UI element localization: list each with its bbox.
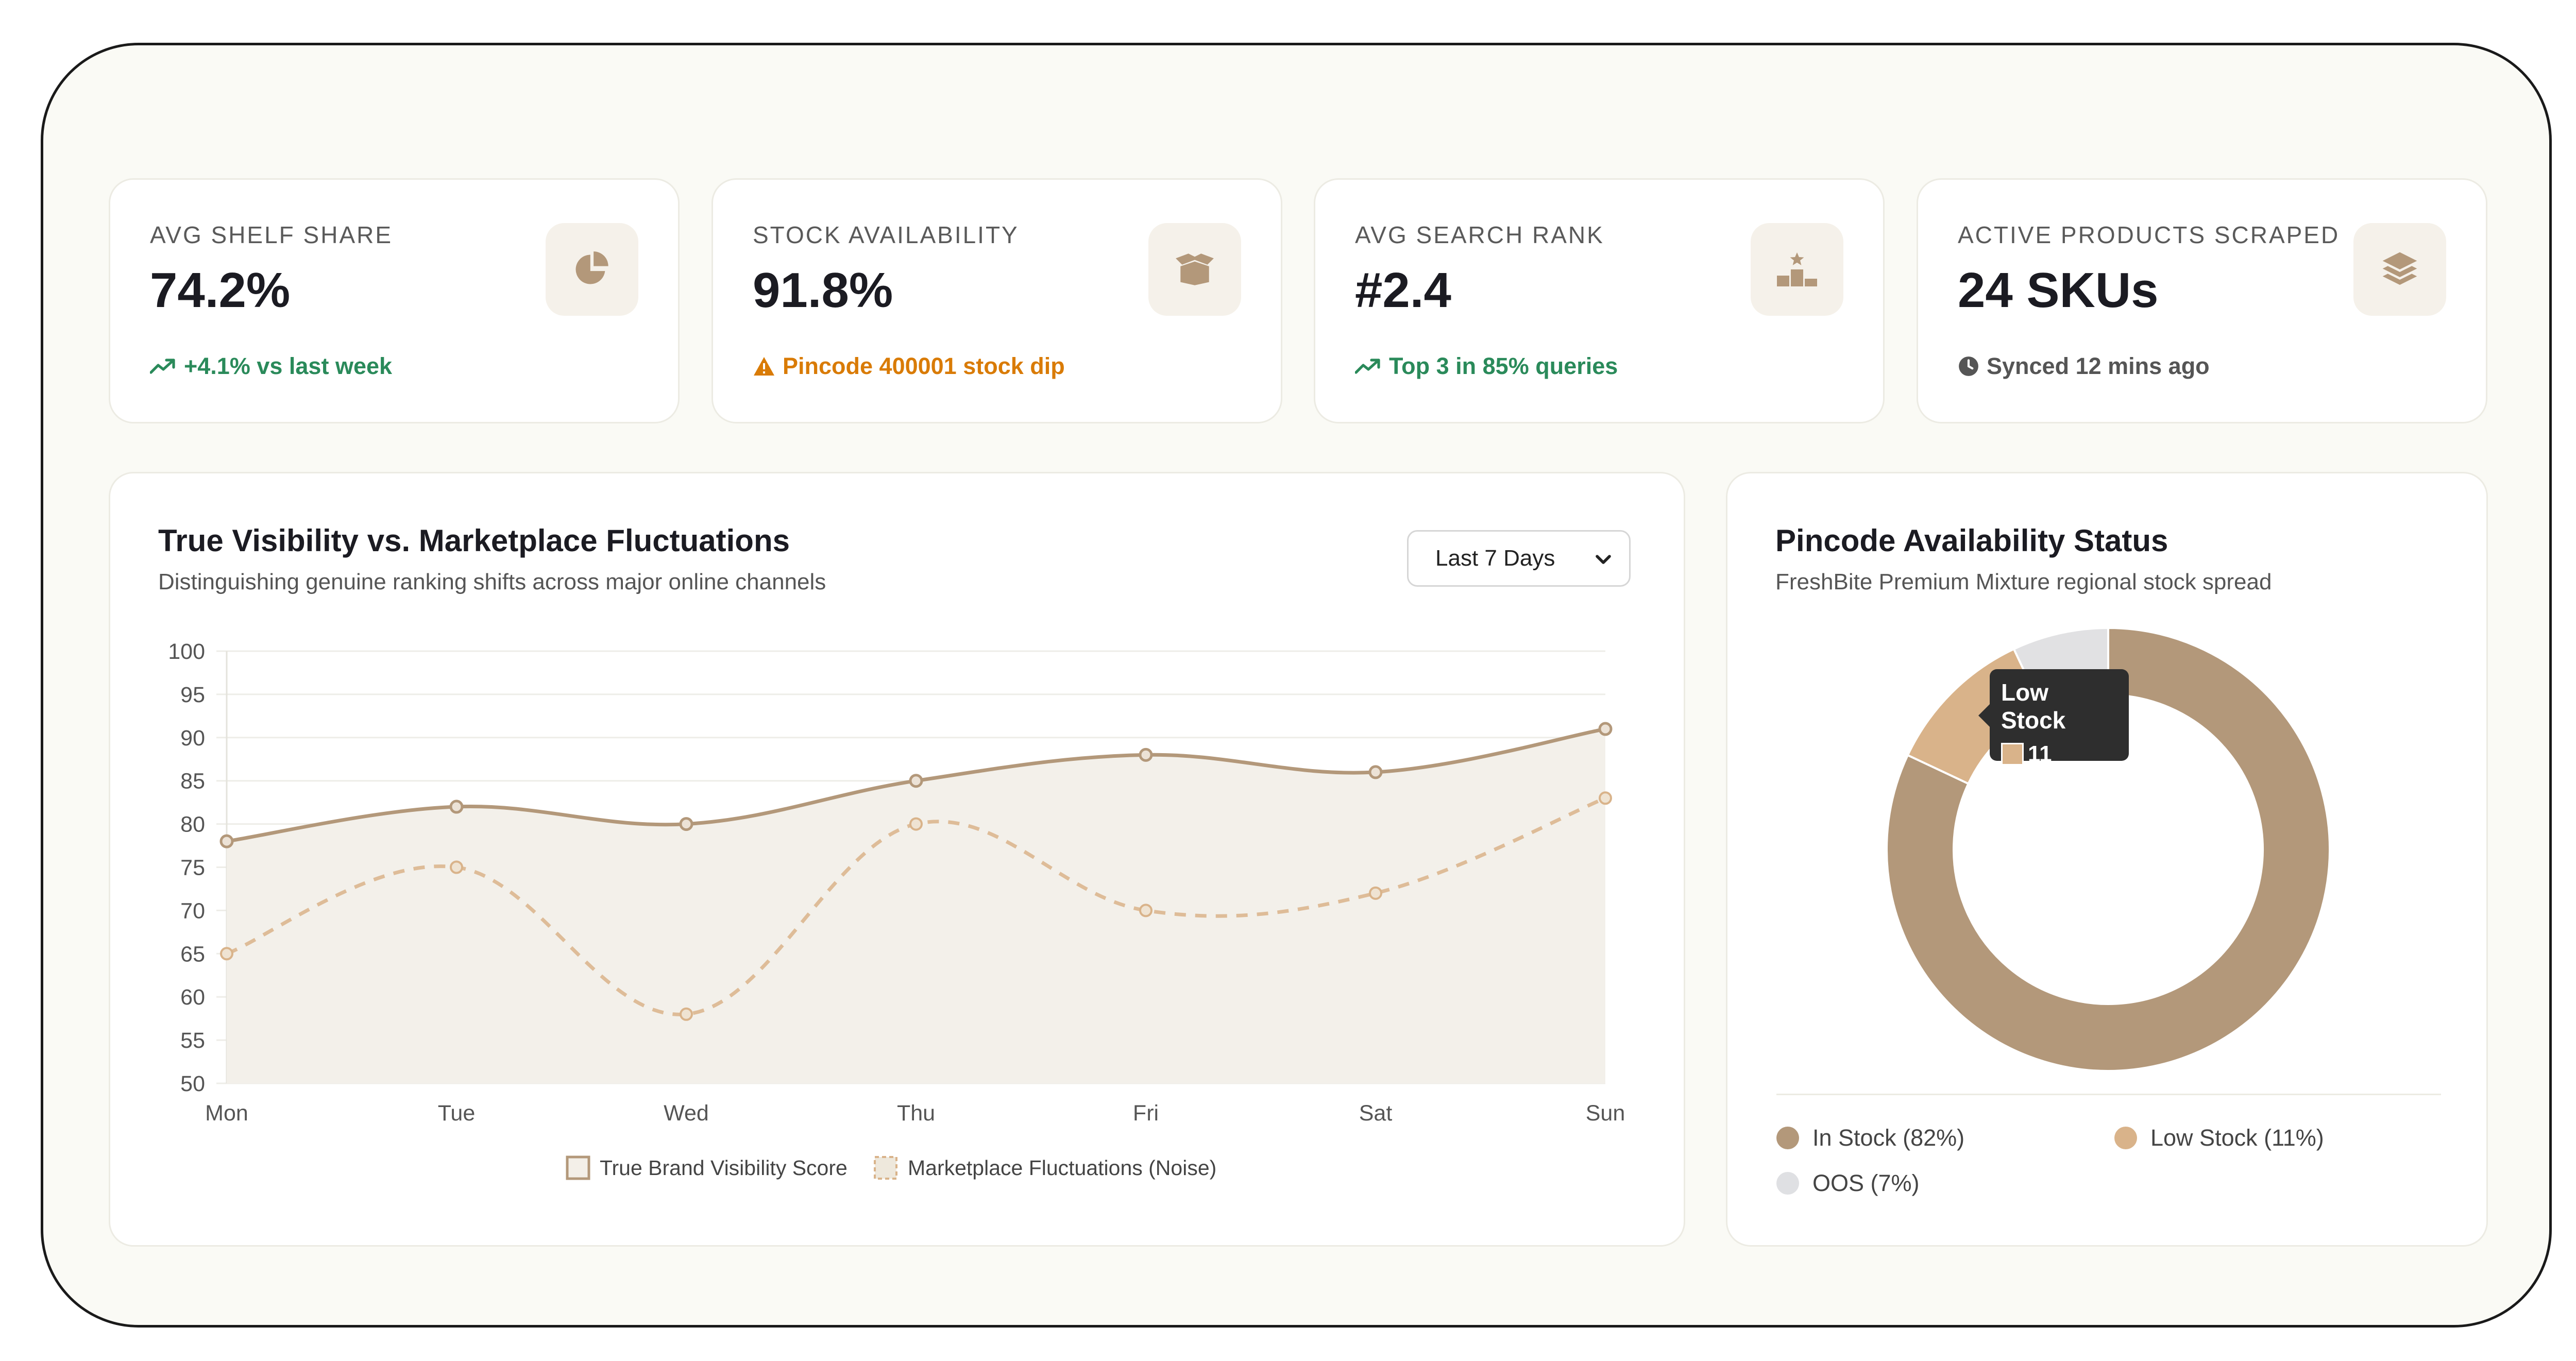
chevron-down-icon [1596,555,1611,564]
kpi-icon-box [1751,223,1843,316]
tooltip-swatch [2001,743,2024,765]
y-tick-label: 60 [180,985,205,1010]
tooltip-value: 11 [2028,741,2052,767]
kpi-sync-status: Synced 12 mins ago [1958,353,2210,380]
kpi-card-stock-availability: STOCK AVAILABILITY 91.8% Pincode 400001 … [711,178,1282,423]
kpi-alert-text: Pincode 400001 stock dip [783,353,1065,379]
legend-dot [2114,1127,2137,1149]
y-tick-label: 85 [180,769,205,794]
kpi-value: 91.8% [753,263,893,318]
data-point-visibility [1598,722,1613,736]
legend-label: In Stock (82%) [1812,1125,1965,1151]
kpi-value: 24 SKUs [1958,263,2159,318]
tooltip-title: Low Stock [2001,679,2066,734]
kpi-trend: Top 3 in 85% queries [1355,353,1618,380]
x-tick-label: Wed [664,1101,709,1126]
y-tick-label: 50 [180,1071,205,1096]
kpi-alert: Pincode 400001 stock dip [753,353,1065,380]
tooltip-caret [1978,704,1990,727]
layers-icon [2382,252,2417,285]
kpi-sync-text: Synced 12 mins ago [1987,353,2210,379]
y-tick-label: 65 [180,942,205,966]
data-point-visibility [449,799,464,814]
podium-icon [1777,252,1817,286]
x-tick-label: Tue [438,1101,476,1126]
kpi-icon-box [2353,223,2446,316]
visibility-chart-card: True Visibility vs. Marketplace Fluctuat… [109,472,1685,1247]
chart-subtitle: Distinguishing genuine ranking shifts ac… [158,569,826,594]
y-tick-label: 70 [180,898,205,923]
data-point-noise [909,817,923,831]
chart-title: True Visibility vs. Marketplace Fluctuat… [158,523,790,558]
data-point-noise [1139,904,1153,917]
legend-item-low-stock[interactable]: Low Stock (11%) [2114,1125,2324,1151]
visibility-line-chart: 100 95 90 85 80 75 70 65 60 55 50 Mon Tue Wed Thu Fri S… [168,639,1625,1180]
warning-icon [754,357,774,376]
y-tick-label: 80 [180,812,205,837]
kpi-icon-box [1148,223,1241,316]
data-point-visibility [909,774,923,788]
kpi-label: AVG SEARCH RANK [1355,222,1604,248]
date-range-select[interactable]: Last 7 Days [1407,530,1631,587]
kpi-label: STOCK AVAILABILITY [753,222,1019,248]
data-point-visibility [219,834,234,848]
pincode-availability-card: Pincode Availability Status FreshBite Pr… [1726,472,2488,1247]
pie-chart-icon [575,251,608,284]
data-point-noise [680,1007,693,1021]
kpi-value: 74.2% [150,263,291,318]
y-tick-label: 90 [180,726,205,751]
kpi-label: AVG SHELF SHARE [150,222,393,248]
data-point-visibility [1139,747,1153,762]
kpi-card-search-rank: AVG SEARCH RANK #2.4 Top 3 in 85% querie… [1314,178,1885,423]
legend-item-in-stock[interactable]: In Stock (82%) [1776,1125,1964,1151]
kpi-icon-box [546,223,638,316]
kpi-trend-text: +4.1% vs last week [184,353,393,379]
y-tick-label: 95 [180,683,205,707]
x-tick-label: Mon [205,1101,248,1126]
legend-dot [1776,1127,1799,1149]
legend-divider [1776,1094,2441,1095]
donut-title: Pincode Availability Status [1775,523,2168,558]
date-range-value: Last 7 Days [1435,546,1555,571]
availability-donut-chart [1886,626,2331,1072]
kpi-card-active-products: ACTIVE PRODUCTS SCRAPED 24 SKUs Synced 1… [1917,178,2487,423]
legend-label: OOS (7%) [1812,1170,1920,1196]
legend-swatch-noise [874,1156,897,1180]
y-tick-label: 75 [180,856,205,880]
data-point-noise [450,860,463,874]
tooltip-row: 11 [2001,741,2117,767]
donut-slice-in-stock [1886,626,2331,1072]
trend-up-icon [1355,359,1380,374]
x-tick-label: Sat [1359,1101,1393,1126]
legend-swatch-visibility [566,1155,590,1180]
kpi-card-shelf-share: AVG SHELF SHARE 74.2% +4.1% vs last week [109,178,680,423]
clock-icon [1959,356,1978,376]
data-point-visibility [679,817,693,831]
box-icon [1176,253,1214,285]
y-tick-label: 55 [180,1028,205,1053]
y-tick-label: 100 [168,639,205,664]
kpi-trend: +4.1% vs last week [150,353,392,380]
legend-item-oos[interactable]: OOS (7%) [1776,1170,1920,1197]
x-tick-label: Sun [1586,1101,1625,1126]
donut-subtitle: FreshBite Premium Mixture regional stock… [1775,569,2272,594]
kpi-value: #2.4 [1355,263,1451,318]
kpi-trend-text: Top 3 in 85% queries [1389,353,1618,379]
data-point-noise [220,947,233,961]
legend-label: Low Stock (11%) [2150,1125,2324,1151]
legend-label-visibility: True Brand Visibility Score [600,1156,848,1180]
chart-tooltip: Low Stock 11 [1990,669,2129,767]
trend-up-icon [150,359,175,374]
legend-label-noise: Marketplace Fluctuations (Noise) [908,1156,1216,1180]
x-tick-label: Thu [897,1101,935,1126]
kpi-label: ACTIVE PRODUCTS SCRAPED [1958,222,2340,248]
data-point-noise [1599,791,1612,805]
legend-dot [1776,1172,1799,1195]
data-point-noise [1369,886,1382,900]
data-point-visibility [1368,765,1383,779]
x-tick-label: Fri [1133,1101,1159,1126]
